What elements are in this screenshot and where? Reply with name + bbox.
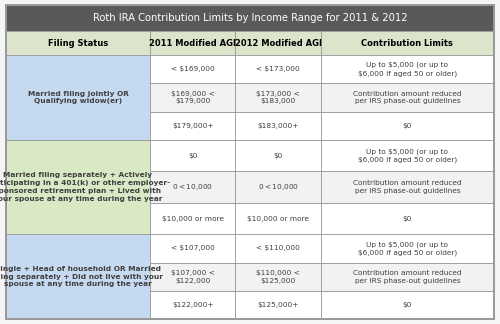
Bar [236,234,321,262]
Bar [321,203,494,234]
Bar [150,203,236,234]
Bar [321,55,494,83]
Text: < $107,000: < $107,000 [170,246,214,251]
Text: $179,000+: $179,000+ [172,123,214,129]
Bar [6,5,494,31]
Bar [236,262,321,291]
Text: $0: $0 [402,302,412,308]
Text: $10,000 or more: $10,000 or more [247,215,309,222]
Text: < $169,000: < $169,000 [171,66,214,72]
Bar [150,112,236,140]
Bar [6,140,150,234]
Text: $0: $0 [188,153,198,159]
Bar [321,234,494,262]
Text: $107,000 <
$122,000: $107,000 < $122,000 [170,270,214,284]
Text: 2011 Modified AGI: 2011 Modified AGI [149,39,236,48]
Text: $0 < $10,000: $0 < $10,000 [258,182,298,192]
Text: $173,000 <
$183,000: $173,000 < $183,000 [256,91,300,104]
Bar [6,55,150,140]
Text: < $110,000: < $110,000 [256,246,300,251]
Text: $169,000 <
$179,000: $169,000 < $179,000 [171,91,214,104]
Text: Contribution Limits: Contribution Limits [362,39,454,48]
Text: $122,000+: $122,000+ [172,302,214,308]
Bar [236,140,321,171]
Text: $10,000 or more: $10,000 or more [162,215,224,222]
Text: Married filing separately + Actively
participating in a 401(k) or other employer: Married filing separately + Actively par… [0,172,170,202]
Text: Up to $5,000 (or up to
$6,000 if aged 50 or older): Up to $5,000 (or up to $6,000 if aged 50… [358,241,457,256]
Text: $0: $0 [402,123,412,129]
Bar [321,112,494,140]
Bar [321,83,494,112]
Bar [150,55,236,83]
Bar [150,262,236,291]
Text: 2012 Modified AGI: 2012 Modified AGI [234,39,322,48]
Bar [236,112,321,140]
Bar [321,171,494,203]
Bar [150,140,236,171]
Text: Up to $5,000 (or up to
$6,000 if aged 50 or older): Up to $5,000 (or up to $6,000 if aged 50… [358,148,457,163]
Text: Married filing jointly OR
Qualifying widow(er): Married filing jointly OR Qualifying wid… [28,91,128,104]
Text: $183,000+: $183,000+ [258,123,298,129]
Text: Up to $5,000 (or up to
$6,000 if aged 50 or older): Up to $5,000 (or up to $6,000 if aged 50… [358,62,457,76]
Bar [236,83,321,112]
Text: < $173,000: < $173,000 [256,66,300,72]
Bar [236,291,321,319]
Text: Single + Head of household OR Married
filing separately + Did not live with your: Single + Head of household OR Married fi… [0,266,164,287]
Bar [321,31,494,55]
Text: Roth IRA Contribution Limits by Income Range for 2011 & 2012: Roth IRA Contribution Limits by Income R… [92,13,407,23]
Bar [6,234,150,319]
Bar [150,291,236,319]
Text: $0: $0 [402,215,412,222]
Bar [236,203,321,234]
Text: $110,000 <
$125,000: $110,000 < $125,000 [256,270,300,284]
Text: Contribution amount reduced
per IRS phase-out guidelines: Contribution amount reduced per IRS phas… [353,91,462,104]
Text: $0: $0 [274,153,282,159]
Bar [321,262,494,291]
Text: Contribution amount reduced
per IRS phase-out guidelines: Contribution amount reduced per IRS phas… [353,270,462,284]
Bar [150,83,236,112]
Bar [6,31,150,55]
Bar [321,140,494,171]
Bar [236,31,321,55]
Text: Contribution amount reduced
per IRS phase-out guidelines: Contribution amount reduced per IRS phas… [353,180,462,194]
Bar [150,171,236,203]
Text: Filing Status: Filing Status [48,39,108,48]
Bar [150,31,236,55]
Bar [321,291,494,319]
Bar [236,171,321,203]
Text: $0 < $10,000: $0 < $10,000 [172,182,213,192]
Text: $125,000+: $125,000+ [258,302,298,308]
Bar [236,55,321,83]
Bar [150,234,236,262]
